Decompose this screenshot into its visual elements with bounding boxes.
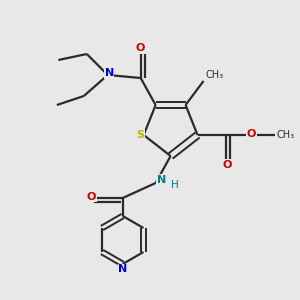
Text: S: S — [137, 130, 145, 140]
Text: N: N — [118, 264, 127, 274]
Text: CH₃: CH₃ — [205, 70, 223, 80]
Text: H: H — [171, 179, 179, 190]
Text: O: O — [136, 43, 146, 53]
Text: O: O — [87, 191, 96, 202]
Text: N: N — [105, 68, 114, 79]
Text: N: N — [157, 175, 166, 185]
Text: O: O — [223, 160, 232, 170]
Text: CH₃: CH₃ — [277, 130, 295, 140]
Text: O: O — [247, 129, 256, 140]
